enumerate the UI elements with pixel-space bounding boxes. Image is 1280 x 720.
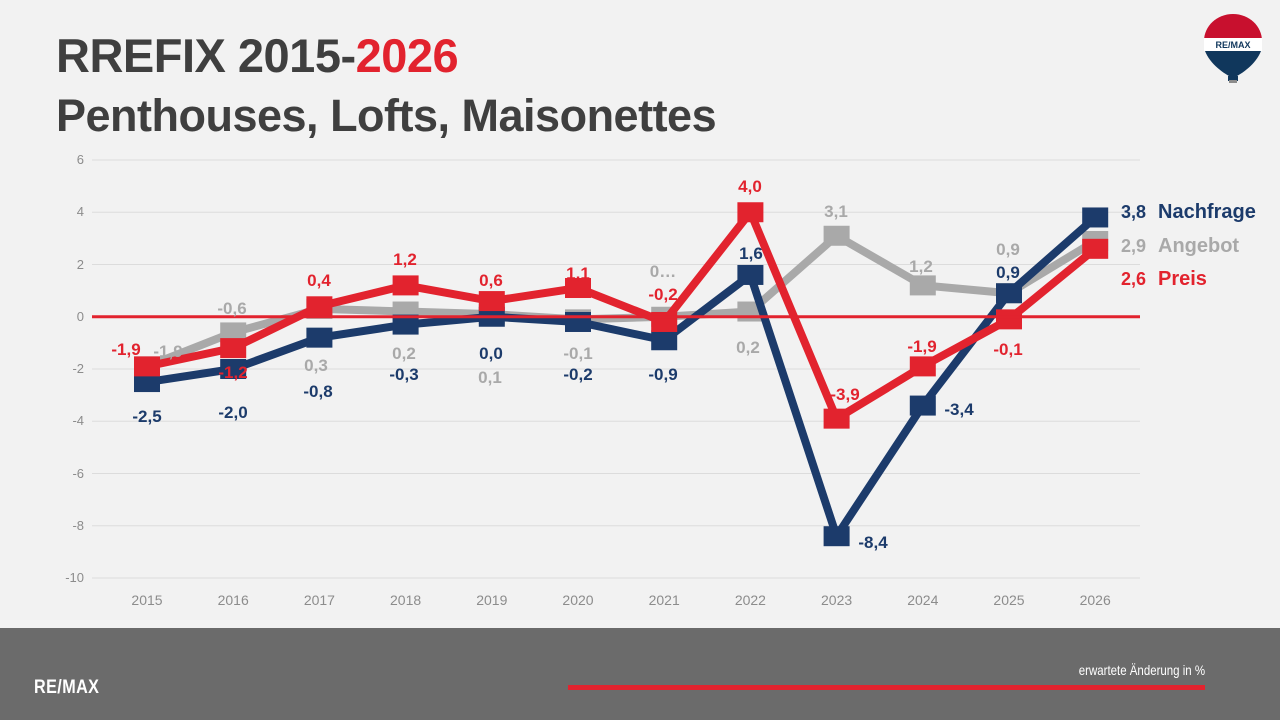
series-preis: [134, 202, 1109, 429]
data-point-label: 0,9: [996, 263, 1020, 282]
legend-value-nachfrage: 3,8: [1120, 202, 1146, 222]
data-point-label: 0,2: [392, 344, 416, 363]
footer: [0, 628, 1280, 720]
x-axis-tick: 2016: [217, 592, 249, 608]
legend-label-angebot: Angebot: [1158, 235, 1240, 257]
x-axis-tick: 2024: [907, 592, 939, 608]
data-point-label: 0,2: [736, 338, 760, 357]
data-point-label: -0,3: [389, 365, 419, 384]
y-axis-tick: 6: [76, 152, 84, 167]
data-point-label: -1,2: [218, 363, 248, 382]
x-axis-tick: 2022: [734, 592, 766, 608]
gridlines: [92, 159, 1140, 579]
data-point-label: -0,1: [993, 340, 1023, 359]
data-point-label: -3,9: [830, 385, 860, 404]
x-axis-tick: 2015: [131, 592, 163, 608]
data-point-label: -2,0: [218, 403, 248, 422]
legend-item-preis[interactable]: 2,6 Preis: [1112, 269, 1207, 289]
data-point-label: 1,2: [393, 250, 417, 269]
page-subtitle: Penthouses, Lofts, Maisonettes: [56, 90, 717, 141]
x-axis-tick: 2018: [390, 592, 422, 608]
legend-value-angebot: 2,9: [1120, 236, 1146, 256]
y-axis-tick: -10: [65, 570, 84, 585]
remax-balloon-logo: RE/MAX: [1204, 14, 1262, 83]
y-axis-tick: 4: [76, 204, 84, 220]
data-point-label: -0,1: [563, 344, 593, 363]
series-nachfrage: [134, 207, 1109, 547]
data-point-label: 0,4: [307, 271, 331, 290]
legend-item-angebot[interactable]: 2,9 Angebot: [1112, 236, 1239, 256]
x-axis-tick: 2019: [476, 592, 508, 608]
data-point-label: -0,2: [648, 285, 678, 304]
data-point-label: -2,5: [132, 407, 162, 426]
data-point-label: 1,2: [909, 257, 933, 276]
data-point-label: 0,3: [304, 356, 328, 375]
data-point-label: -0,9: [648, 365, 678, 384]
x-axis-tick: 2023: [821, 592, 853, 608]
data-point-label: -1,9: [153, 342, 183, 361]
header: RREFIX 2015-2026 Penthouses, Lofts, Mais…: [0, 0, 1280, 150]
x-axis-tick: 2026: [1079, 592, 1111, 608]
x-axis-tick: 2025: [993, 592, 1025, 608]
data-point-label: -1,9: [111, 340, 141, 359]
data-point-label: 3,1: [824, 202, 848, 221]
data-point-label: -0,2: [563, 365, 593, 384]
y-axis-tick: 2: [76, 256, 84, 272]
data-point-label: 0,9: [996, 240, 1020, 259]
series-lines: [134, 202, 1109, 547]
y-axis-tick: -4: [72, 413, 84, 429]
title-accent-year: 2026: [355, 29, 459, 82]
legend-label-preis: Preis: [1158, 268, 1207, 290]
data-point-label: 1,6: [739, 244, 763, 263]
page-title: RREFIX 2015-2026: [56, 29, 459, 82]
data-point-label: 0,1: [478, 368, 502, 387]
y-axis-tick: -2: [72, 361, 84, 376]
legend-value-preis: 2,6: [1120, 269, 1146, 289]
data-point-label: 0…: [649, 262, 677, 281]
x-axis-tick: 2021: [648, 592, 680, 608]
x-axis-tick: 2020: [562, 592, 594, 608]
data-point-label: -0,6: [217, 299, 247, 318]
title-prefix: RREFIX 2015-: [56, 29, 356, 82]
data-point-label: -1,9: [907, 337, 937, 356]
data-point-label: -3,4: [944, 400, 974, 419]
data-point-label: 4,0: [738, 177, 762, 196]
data-point-label: 0,0: [479, 344, 503, 363]
data-point-label: -0,8: [303, 382, 333, 401]
legend-item-nachfrage[interactable]: 3,8 Nachfrage: [1112, 202, 1256, 222]
y-axis-tick: 0: [76, 308, 84, 324]
y-axis-tick: -6: [72, 465, 84, 481]
data-point-label: -8,4: [858, 533, 888, 552]
x-axis-tick: 2017: [303, 592, 335, 608]
data-point-label: 0,6: [479, 271, 503, 290]
footer-red-rule: [568, 685, 1205, 690]
footer-remax-logo: RE/MAX: [34, 677, 100, 698]
legend-label-nachfrage: Nachfrage: [1158, 201, 1256, 223]
data-point-label: 1,1: [566, 264, 590, 283]
svg-text:RE/MAX: RE/MAX: [1215, 40, 1250, 50]
y-axis-tick: -8: [72, 517, 84, 533]
footer-note: erwartete Änderung in %: [1078, 662, 1205, 678]
